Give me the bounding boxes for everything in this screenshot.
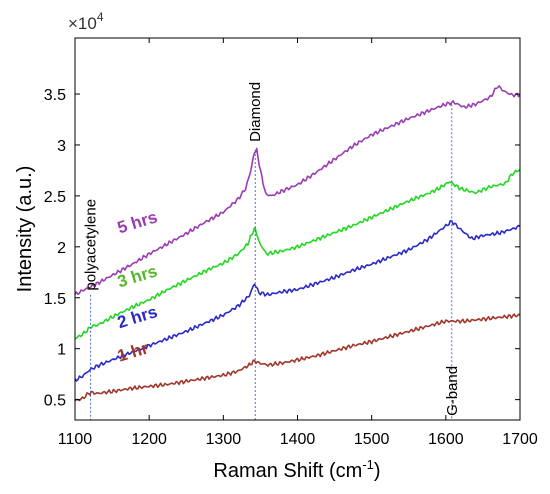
y-tick-label: 1.5 (44, 291, 66, 308)
y-tick-label: 2.5 (44, 189, 66, 206)
y-axis-label: Intensity (a.u.) (14, 166, 36, 293)
ticks-layer: 1100 1200 1300 1400 1500 1600 1700 0.5 1 1.5 2 2.5 3… (44, 38, 538, 448)
x-tick-label: 1600 (428, 431, 464, 448)
x-tick-label: 1100 (58, 431, 93, 448)
series-line-5-hrs (74, 85, 521, 296)
peak-label-diamond: Diamond (247, 82, 264, 142)
curve-label-3-hrs: 3 hrs (115, 261, 159, 291)
y-tick-label: 0.5 (44, 393, 66, 410)
y-tick-label: 3.5 (44, 87, 66, 104)
x-axis-label: Raman Shift (cm-1) (213, 457, 380, 482)
series-line-2-hrs (74, 220, 521, 382)
y-tick-label: 1 (57, 342, 66, 359)
y-tick-label: 2 (57, 240, 66, 257)
x-tick-label: 1500 (354, 431, 390, 448)
annotation-layer: polyacetylene Diamond G-band (83, 82, 461, 420)
x-tick-label: 1400 (280, 431, 316, 448)
y-axis-multiplier: ×104 (68, 10, 104, 33)
series-line-3-hrs (74, 168, 521, 340)
curves-layer: 1 hr 2 hrs 3 hrs 5 hrs (74, 85, 521, 402)
peak-label-polyacetylene: polyacetylene (83, 199, 100, 291)
x-tick-label: 1300 (206, 431, 242, 448)
x-tick-label: 1200 (131, 431, 167, 448)
curve-label-1-hr: 1 hr (115, 338, 151, 365)
peak-label-g-band: G-band (444, 366, 461, 416)
x-tick-label: 1700 (502, 431, 538, 448)
series-line-1-hr (74, 313, 521, 402)
curve-label-2-hrs: 2 hrs (115, 302, 159, 332)
curve-label-5-hrs: 5 hrs (115, 207, 159, 237)
y-tick-label: 3 (57, 138, 66, 155)
